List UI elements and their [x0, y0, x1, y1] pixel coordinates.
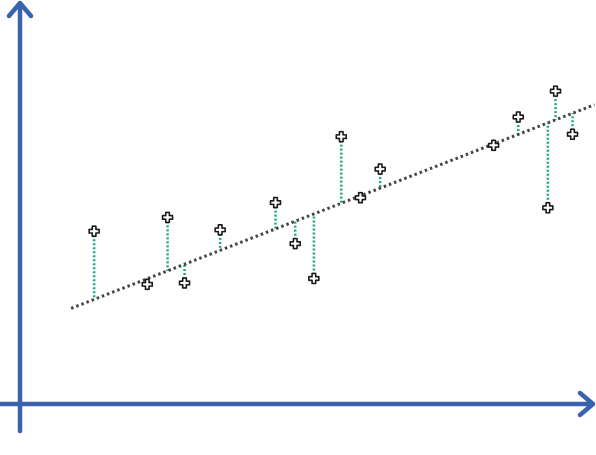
data-point-13 — [512, 111, 525, 123]
data-point-9 — [335, 130, 348, 143]
residual-lines — [92, 91, 574, 300]
data-point-11 — [374, 163, 386, 175]
data-point-4 — [178, 277, 191, 289]
data-point-1 — [88, 225, 100, 237]
data-point-5 — [214, 224, 226, 236]
x-axis-arrow — [577, 390, 596, 418]
axes — [0, 0, 596, 434]
data-points — [88, 85, 579, 291]
regression-line — [70, 103, 595, 310]
data-point-7 — [289, 237, 302, 250]
data-point-3 — [161, 211, 174, 224]
data-point-15 — [549, 85, 562, 97]
data-point-8 — [308, 272, 320, 285]
data-point-16 — [566, 128, 579, 141]
data-point-6 — [269, 196, 282, 209]
y-axis-arrow — [6, 0, 34, 19]
data-point-14 — [542, 201, 554, 214]
